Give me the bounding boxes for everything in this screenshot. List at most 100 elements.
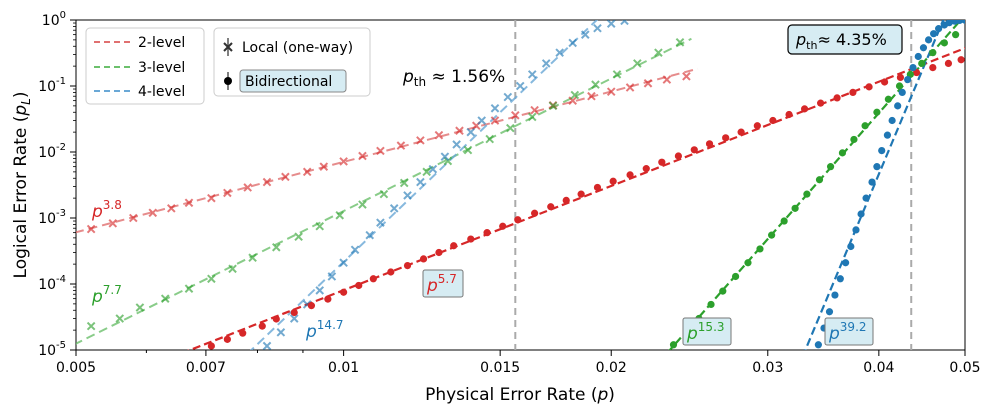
point-2-level-local xyxy=(302,167,312,177)
x-tick-label: 0.03 xyxy=(752,360,783,376)
point-3-level-local xyxy=(379,189,389,199)
point-2-level-bidirectional xyxy=(753,122,761,130)
point-3-level-local xyxy=(335,210,345,220)
point-3-level-local xyxy=(184,284,194,293)
point-3-level-local xyxy=(315,221,325,231)
y-axis-label: Logical Error Rate (pL) xyxy=(11,92,33,279)
point-2-level-local xyxy=(682,72,691,81)
point-2-level-local xyxy=(416,136,425,145)
legend-bidirectional-badge xyxy=(239,69,347,93)
fit-label-p7.7: p7.7 xyxy=(91,283,122,307)
point-2-level-local xyxy=(148,208,158,218)
fit-label-p3.8: p3.8 xyxy=(91,198,122,222)
point-4-level-local xyxy=(315,286,325,295)
point-3-level-local xyxy=(485,134,495,144)
point-2-level-bidirectional xyxy=(223,335,231,343)
point-2-level-bidirectional xyxy=(419,255,428,263)
point-4-level-local xyxy=(389,204,399,213)
point-2-level-bidirectional xyxy=(514,216,522,224)
y-tick-label: 10-5 xyxy=(38,340,66,359)
point-2-level-bidirectional xyxy=(800,105,809,113)
point-4-level-bidirectional xyxy=(852,226,860,234)
point-3-level-local xyxy=(422,167,431,177)
point-3-level-local xyxy=(207,274,216,284)
point-2-level-bidirectional xyxy=(290,308,298,317)
point-2-level-local xyxy=(434,130,444,140)
threshold-label-right-badge xyxy=(787,24,903,55)
point-2-level-bidirectional xyxy=(849,88,857,96)
point-3-level-bidirectional xyxy=(756,245,764,253)
point-4-level-local xyxy=(527,70,537,79)
data-points xyxy=(86,20,965,350)
point-2-level-local xyxy=(606,87,616,96)
point-2-level-local xyxy=(86,224,96,234)
point-4-level-local xyxy=(541,59,551,68)
point-2-level-local xyxy=(108,219,118,228)
point-2-level-bidirectional xyxy=(896,73,905,81)
point-3-level-local xyxy=(135,303,145,312)
point-2-level-local xyxy=(662,75,672,84)
point-4-level-local xyxy=(477,116,487,125)
point-2-level-bidirectional xyxy=(340,288,348,296)
point-2-level-bidirectional xyxy=(705,140,714,148)
point-3-level-local xyxy=(654,48,663,57)
fit-line-2-level-circle xyxy=(187,47,965,350)
fit-badge-p15.3 xyxy=(682,317,732,346)
point-4-level-bidirectional xyxy=(868,178,876,186)
fit-badge-p39.2 xyxy=(824,317,874,346)
point-3-level-bidirectional xyxy=(791,204,799,212)
point-3-level-bidirectional xyxy=(707,300,715,309)
point-4-level-bidirectional xyxy=(904,76,912,84)
point-3-level-bidirectional xyxy=(731,272,740,281)
point-3-level-bidirectional xyxy=(803,190,811,198)
point-3-level-local xyxy=(548,101,558,111)
y-tick-label: 10-4 xyxy=(38,274,66,293)
legend-markers: Local (one-way) Bidirectional xyxy=(213,27,371,97)
point-2-level-local xyxy=(319,162,329,171)
point-2-level-local xyxy=(530,105,539,115)
point-2-level-local xyxy=(262,177,272,187)
point-4-level-bidirectional xyxy=(961,20,965,24)
point-2-level-local xyxy=(376,146,385,156)
threshold-label-right: pth≈ 4.35% xyxy=(795,30,887,52)
point-4-level-bidirectional xyxy=(847,242,855,251)
point-3-level-bidirectional xyxy=(826,163,835,171)
legend-label-local: Local (one-way) xyxy=(242,40,353,56)
point-4-level-bidirectional xyxy=(883,131,892,139)
threshold-label-left: pth ≈ 1.56% xyxy=(402,67,505,89)
fit-label-p14.7: p14.7 xyxy=(305,318,344,342)
x-axis-label: Physical Error Rate (p) xyxy=(425,385,615,405)
point-2-level-bidirectional xyxy=(817,99,825,107)
point-4-level-bidirectional xyxy=(930,30,938,38)
point-3-level-local xyxy=(591,80,600,89)
point-4-level-local xyxy=(416,177,425,187)
point-2-level-bidirectional xyxy=(483,229,491,237)
point-4-level-local xyxy=(365,230,375,240)
point-2-level-bidirectional xyxy=(369,275,377,283)
point-2-level-bidirectional xyxy=(722,134,730,142)
point-4-level-bidirectional xyxy=(894,102,902,110)
point-2-level-bidirectional xyxy=(355,281,363,290)
point-3-level-bidirectional xyxy=(719,287,727,295)
x-axis-ticks: 0.005 0.007 0.01 0.015 0.02 0.03 0.04 0.05 xyxy=(56,350,981,376)
point-4-level-bidirectional xyxy=(919,44,928,52)
point-4-level-bidirectional xyxy=(888,116,896,125)
point-3-level-local xyxy=(228,264,237,274)
x-tick-label: 0.01 xyxy=(328,360,359,376)
point-4-level-local xyxy=(466,127,476,137)
point-2-level-bidirectional xyxy=(737,128,745,136)
point-3-level-local xyxy=(271,242,281,252)
point-2-level-local xyxy=(396,141,406,150)
point-2-level-bidirectional xyxy=(258,322,266,330)
point-2-level-local xyxy=(243,183,252,192)
fit-badge-p5.7 xyxy=(422,269,464,298)
point-4-level-bidirectional xyxy=(842,259,850,267)
point-2-level-local xyxy=(128,213,138,223)
point-2-level-local xyxy=(358,151,367,161)
point-3-level-bidirectional xyxy=(929,49,937,57)
point-4-level-local xyxy=(376,218,385,227)
point-3-level-local xyxy=(358,200,367,209)
plot-frame xyxy=(75,19,966,351)
point-2-level-bidirectional xyxy=(944,59,953,68)
point-2-level-bidirectional xyxy=(435,248,443,257)
